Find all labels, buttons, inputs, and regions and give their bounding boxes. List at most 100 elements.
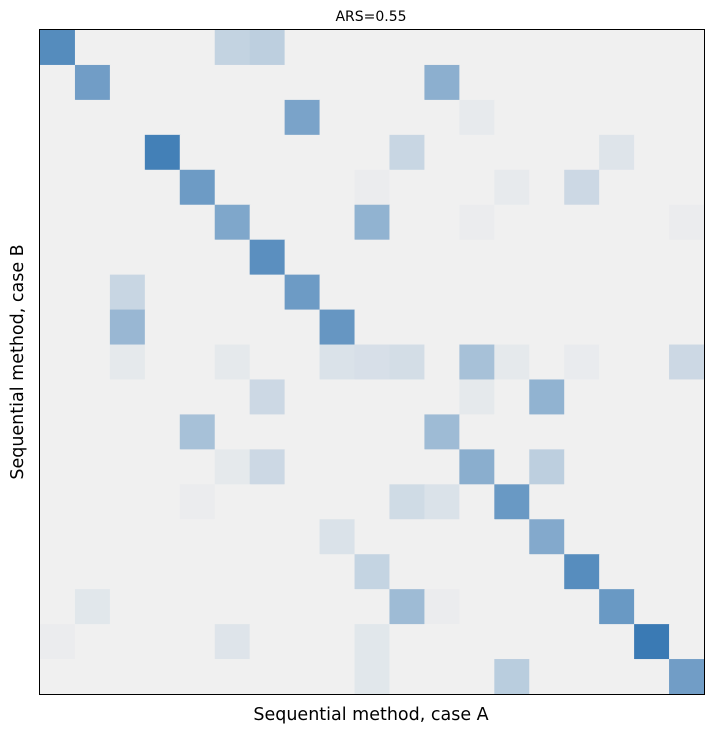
heatmap-cell xyxy=(564,274,600,311)
heatmap-cell xyxy=(389,659,426,695)
heatmap-cell xyxy=(459,30,495,66)
heatmap-cell xyxy=(494,239,530,276)
heatmap-cell xyxy=(494,379,530,416)
heatmap-cell xyxy=(424,134,460,171)
heatmap-cell xyxy=(599,379,635,416)
heatmap-cell xyxy=(529,30,565,66)
heatmap-cell xyxy=(354,449,391,485)
heatmap-cell xyxy=(634,484,670,520)
heatmap-cell xyxy=(249,64,286,101)
heatmap-cell xyxy=(389,554,426,590)
heatmap-cell xyxy=(494,554,530,590)
heatmap-cell xyxy=(424,484,460,520)
heatmap-cell xyxy=(459,379,495,416)
heatmap-cell xyxy=(284,554,321,590)
heatmap-cell xyxy=(214,344,251,381)
heatmap-cell xyxy=(319,30,356,66)
heatmap-cell xyxy=(144,484,181,520)
heatmap-cell xyxy=(109,169,146,206)
heatmap-cell xyxy=(389,379,426,416)
heatmap-cell xyxy=(284,484,321,520)
heatmap-cell xyxy=(179,344,216,381)
heatmap-cell xyxy=(669,99,705,136)
heatmap-cell xyxy=(214,624,251,660)
heatmap-cell xyxy=(214,414,251,450)
heatmap-cell xyxy=(214,589,251,625)
heatmap-cell xyxy=(249,379,286,416)
heatmap-cell xyxy=(494,344,530,381)
heatmap-cell xyxy=(179,449,216,485)
heatmap-cell xyxy=(459,414,495,450)
heatmap-cell xyxy=(144,169,181,206)
heatmap-cell xyxy=(249,204,286,241)
heatmap-cell xyxy=(179,519,216,555)
heatmap-cell xyxy=(389,414,426,450)
heatmap-cell xyxy=(634,64,670,101)
heatmap-cell xyxy=(249,169,286,206)
heatmap-cell xyxy=(284,379,321,416)
heatmap-cell xyxy=(564,30,600,66)
heatmap-cell xyxy=(389,99,426,136)
heatmap-cell xyxy=(284,344,321,381)
heatmap-cell xyxy=(109,204,146,241)
heatmap-cell xyxy=(284,659,321,695)
heatmap-cell xyxy=(40,589,76,625)
heatmap-cell xyxy=(109,309,146,346)
heatmap-cell xyxy=(74,519,111,555)
heatmap-cell xyxy=(74,274,111,311)
heatmap-cell xyxy=(389,589,426,625)
heatmap-cell xyxy=(109,30,146,66)
heatmap-cell xyxy=(40,449,76,485)
heatmap-cell xyxy=(634,624,670,660)
heatmap-cell xyxy=(319,134,356,171)
heatmap-cell xyxy=(459,624,495,660)
heatmap-cell xyxy=(494,519,530,555)
heatmap-cell xyxy=(40,484,76,520)
heatmap-cell xyxy=(284,99,321,136)
heatmap-cell xyxy=(634,274,670,311)
heatmap-cell xyxy=(634,659,670,695)
heatmap-cell xyxy=(109,659,146,695)
plot-frame xyxy=(39,29,705,695)
heatmap-cell xyxy=(214,309,251,346)
heatmap-cell xyxy=(529,309,565,346)
heatmap-cell xyxy=(529,64,565,101)
heatmap-cell xyxy=(564,344,600,381)
heatmap-cell xyxy=(354,414,391,450)
heatmap-cell xyxy=(564,554,600,590)
heatmap-cell xyxy=(179,64,216,101)
heatmap-cell xyxy=(179,134,216,171)
heatmap-cell xyxy=(319,449,356,485)
heatmap-cell xyxy=(109,624,146,660)
heatmap-cell xyxy=(669,239,705,276)
heatmap-cell xyxy=(599,64,635,101)
heatmap-cell xyxy=(40,134,76,171)
heatmap-cell xyxy=(284,239,321,276)
heatmap-cell xyxy=(529,624,565,660)
heatmap-cell xyxy=(249,344,286,381)
heatmap-cell xyxy=(494,659,530,695)
heatmap-cell xyxy=(599,589,635,625)
heatmap-cell xyxy=(284,449,321,485)
heatmap-cell xyxy=(494,414,530,450)
heatmap-cell xyxy=(319,659,356,695)
heatmap-cell xyxy=(179,99,216,136)
heatmap-cell xyxy=(214,519,251,555)
heatmap-cell xyxy=(74,344,111,381)
heatmap-cell xyxy=(319,64,356,101)
heatmap-cell xyxy=(109,344,146,381)
heatmap-cell xyxy=(424,414,460,450)
heatmap-cell xyxy=(74,659,111,695)
heatmap-cell xyxy=(319,309,356,346)
heatmap-cell xyxy=(424,99,460,136)
heatmap-cell xyxy=(424,309,460,346)
heatmap-cell xyxy=(319,379,356,416)
heatmap-cell xyxy=(40,519,76,555)
heatmap-cell xyxy=(179,624,216,660)
heatmap-cell xyxy=(564,379,600,416)
heatmap-cell xyxy=(74,134,111,171)
heatmap-cell xyxy=(109,589,146,625)
heatmap-cell xyxy=(144,239,181,276)
heatmap-cell xyxy=(459,64,495,101)
heatmap-cell xyxy=(354,659,391,695)
